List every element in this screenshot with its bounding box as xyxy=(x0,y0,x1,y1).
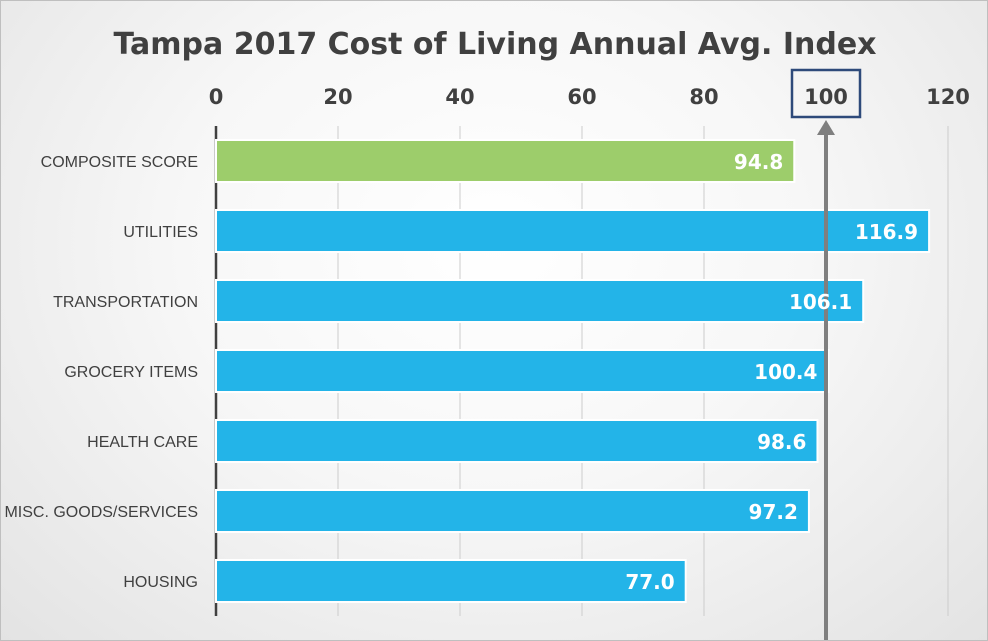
category-label: MISC. GOODS/SERVICES xyxy=(4,504,198,521)
data-label: 94.8 xyxy=(734,150,783,174)
data-label: 100.4 xyxy=(754,360,817,384)
x-tick-label: 60 xyxy=(567,85,596,109)
data-label: 98.6 xyxy=(757,430,806,454)
data-label: 77.0 xyxy=(625,570,674,594)
x-tick-label: 120 xyxy=(926,85,970,109)
category-label: UTILITIES xyxy=(123,224,198,241)
data-label: 97.2 xyxy=(749,500,798,524)
data-label: 106.1 xyxy=(789,290,852,314)
reference-marker xyxy=(817,120,835,640)
bars xyxy=(215,139,931,603)
bar-health-care xyxy=(215,419,819,463)
category-label: COMPOSITE SCORE xyxy=(41,154,198,171)
x-axis-tick-labels: 0 20 40 60 80 100 120 xyxy=(209,68,970,119)
x-tick-label: 80 xyxy=(689,85,718,109)
highlight-box-100 xyxy=(790,68,862,119)
category-label: TRANSPORTATION xyxy=(53,294,198,311)
bar-misc-goods-services xyxy=(215,489,810,533)
category-labels: COMPOSITE SCORE UTILITIES TRANSPORTATION GR… xyxy=(4,154,198,591)
x-tick-label: 20 xyxy=(323,85,352,109)
data-label: 116.9 xyxy=(855,220,918,244)
value-labels: 94.8 116.9 106.1 100.4 98.6 97.2 77.0 xyxy=(625,150,918,594)
bar-composite-score xyxy=(215,139,796,183)
chart-title: Tampa 2017 Cost of Living Annual Avg. In… xyxy=(113,27,876,62)
category-label: GROCERY ITEMS xyxy=(64,364,198,381)
category-label: HOUSING xyxy=(123,574,198,591)
bar-grocery-items xyxy=(215,349,830,393)
category-label: HEALTH CARE xyxy=(87,434,198,451)
x-tick-label: 0 xyxy=(209,85,224,109)
x-tick-label: 100 xyxy=(804,85,848,109)
bar-utilities xyxy=(215,209,931,253)
bar-housing xyxy=(215,559,687,603)
x-tick-label: 40 xyxy=(445,85,474,109)
bar-transportation xyxy=(215,279,865,323)
reference-arrow-head xyxy=(817,120,835,135)
